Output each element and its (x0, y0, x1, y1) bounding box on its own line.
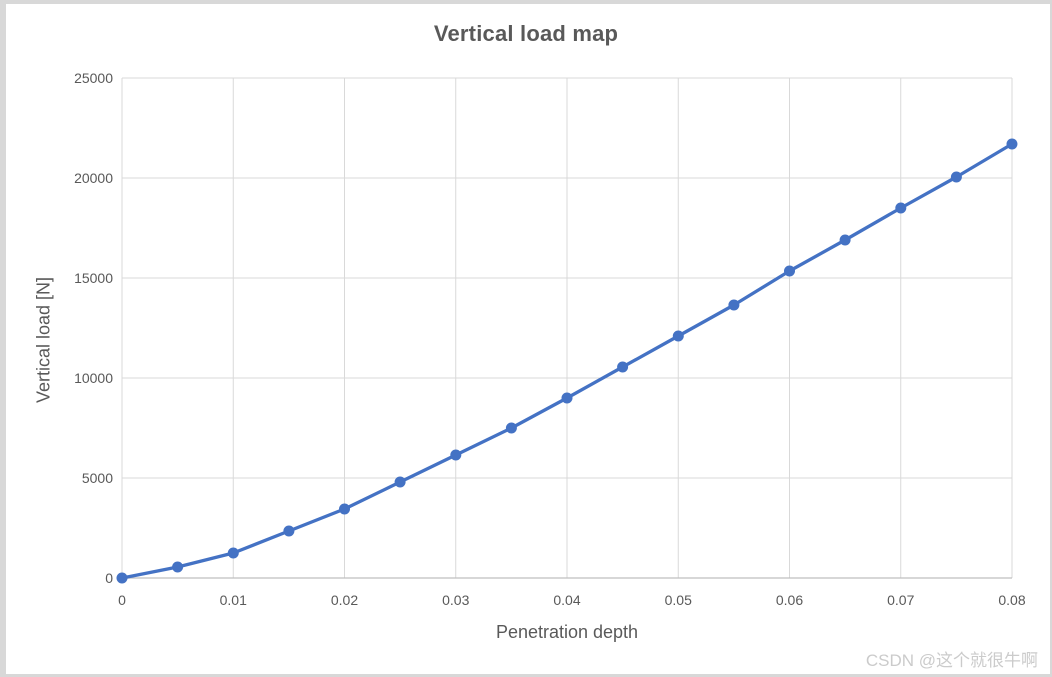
data-point-marker (561, 392, 573, 404)
x-axis-tick-label: 0 (118, 592, 126, 608)
y-axis-title: Vertical load [N] (33, 276, 54, 404)
data-point-marker (784, 265, 795, 277)
x-axis-title: Penetration depth (495, 622, 639, 642)
data-point-marker (839, 234, 851, 246)
data-point-marker (172, 561, 184, 573)
data-point-marker (617, 361, 629, 373)
x-axis-tick-label: 0.01 (220, 592, 247, 608)
x-axis-tick-label: 0.08 (998, 592, 1025, 608)
data-point-marker (672, 330, 684, 342)
x-axis-tick-label: 0.04 (553, 592, 580, 608)
watermark: CSDN @这个就很牛啊 (865, 651, 1038, 670)
y-axis-tick-label: 0 (105, 570, 113, 586)
y-axis-tick-label: 10000 (74, 370, 113, 386)
x-axis-tick-label: 0.05 (665, 592, 692, 608)
x-axis-tick-label: 0.07 (887, 592, 914, 608)
y-axis-tick-label: 25000 (74, 70, 113, 86)
data-point-marker (339, 503, 350, 515)
data-point-marker (505, 422, 517, 434)
data-point-marker (895, 202, 907, 214)
data-point-marker (728, 299, 740, 311)
x-axis-tick-label: 0.06 (776, 592, 803, 608)
data-point-marker (394, 476, 406, 488)
y-axis-tick-label: 15000 (74, 270, 113, 286)
data-point-marker (450, 449, 462, 461)
y-axis-tick-label: 5000 (82, 470, 113, 486)
y-axis-tick-label: 20000 (74, 170, 113, 186)
x-axis-tick-label: 0.02 (331, 592, 358, 608)
data-point-marker (1006, 138, 1018, 150)
chart-title: Vertical load map (433, 21, 619, 46)
data-point-marker (227, 547, 239, 559)
data-point-marker (950, 171, 962, 183)
data-point-marker (116, 572, 128, 584)
x-axis-tick-label: 0.03 (442, 592, 469, 608)
data-point-marker (283, 525, 295, 537)
